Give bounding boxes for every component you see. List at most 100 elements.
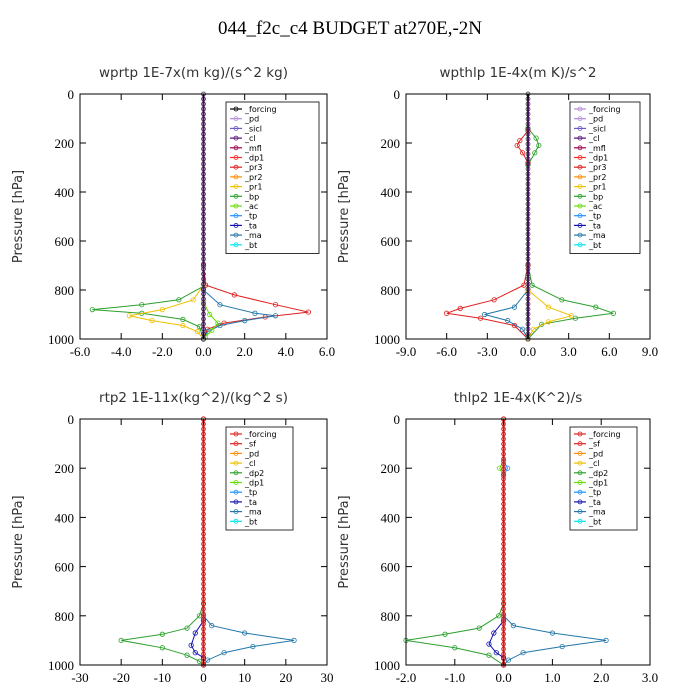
- data-point: [209, 623, 215, 629]
- zero-profile-marker: [501, 561, 506, 567]
- data-point: [510, 623, 516, 629]
- legend-marker: [577, 242, 583, 248]
- zero-profile-marker: [201, 141, 206, 147]
- zero-profile-marker: [525, 131, 531, 137]
- legend-marker: [233, 222, 239, 228]
- zero-profile-marker: [525, 191, 531, 197]
- zero-profile-marker: [501, 436, 506, 442]
- y-tick-label: 0: [394, 412, 401, 427]
- legend-label: _ma: [244, 508, 262, 517]
- series-line-bp: [527, 127, 540, 166]
- data-point: [159, 645, 165, 651]
- data-point: [221, 320, 227, 326]
- zero-profile-marker: [201, 471, 206, 477]
- data-point: [207, 311, 213, 318]
- panel-4: thlp2 1E-4x(K^2)/s Pressure [hPa] -2.0 -1.0…: [337, 390, 658, 685]
- x-tick-label: -6.0: [70, 344, 91, 359]
- zero-profile-marker: [525, 236, 531, 242]
- zero-profile-marker: [501, 446, 506, 452]
- zero-profile-marker: [201, 581, 206, 587]
- legend-marker: [577, 460, 583, 466]
- zero-profile-marker: [201, 221, 206, 227]
- zero-profile-marker: [501, 506, 506, 512]
- legend-marker: [577, 450, 583, 456]
- series-line-pr1: [129, 284, 204, 340]
- y-axis-label: Pressure [hPa]: [337, 495, 352, 588]
- zero-profile-marker: [201, 306, 206, 312]
- panel-3: rtp2 1E-11x(kg^2)/(kg^2 s) Pressure [hPa]…: [11, 390, 334, 685]
- zero-profile-marker: [525, 271, 531, 277]
- zero-profile-marker: [201, 466, 206, 472]
- legend-marker: [233, 460, 239, 466]
- y-axis-label: Pressure [hPa]: [11, 170, 26, 263]
- zero-profile-marker: [501, 451, 506, 457]
- zero-profile-marker: [525, 151, 531, 157]
- legend-marker: [233, 480, 239, 485]
- zero-profile-marker: [201, 491, 206, 497]
- legend-label: _tp: [588, 488, 601, 497]
- legend-label: _forcing: [588, 105, 621, 114]
- zero-profile-marker: [201, 601, 206, 607]
- legend-label: _pr1: [244, 183, 262, 192]
- data-point: [184, 625, 190, 631]
- zero-profile-marker: [201, 301, 206, 307]
- zero-profile-marker: [201, 116, 206, 122]
- data-point: [491, 630, 497, 636]
- zero-profile-marker: [501, 481, 506, 487]
- data-point: [486, 652, 492, 658]
- legend-label: _bt: [244, 241, 257, 250]
- data-point: [272, 313, 279, 319]
- data-point: [126, 313, 132, 319]
- zero-profile-marker: [201, 461, 206, 467]
- zero-profile-marker: [525, 321, 531, 327]
- data-point: [192, 630, 198, 636]
- zero-profile-marker: [501, 526, 506, 532]
- zero-profile-marker: [201, 646, 206, 652]
- series-line-ma: [203, 615, 295, 666]
- zero-profile-marker: [525, 286, 531, 292]
- series-line-dp1: [499, 460, 505, 476]
- legend-label: _cl: [588, 459, 600, 468]
- x-tick-label: 3.0: [561, 344, 577, 359]
- y-axis-label: Pressure [hPa]: [337, 170, 352, 263]
- legend-label: _mfl: [244, 144, 262, 153]
- legend-label: _pr3: [588, 163, 606, 172]
- legend-marker: [577, 213, 583, 219]
- legend-label: _dp2: [244, 469, 264, 478]
- data-point: [572, 315, 579, 321]
- legend-marker: [577, 145, 583, 151]
- legend-label: _dp1: [588, 154, 608, 163]
- legend-marker: [233, 135, 239, 141]
- y-tick-label: 400: [381, 185, 401, 200]
- zero-profile-marker: [525, 116, 531, 122]
- legend-label: _pd: [244, 449, 259, 458]
- y-tick-label: 200: [381, 461, 401, 476]
- data-point: [209, 327, 215, 334]
- zero-profile-marker: [201, 606, 206, 612]
- zero-profile-marker: [501, 531, 506, 537]
- zero-profile-marker: [525, 126, 531, 132]
- legend-marker: [577, 480, 583, 485]
- zero-profile-marker: [201, 591, 206, 597]
- legend-label: _forcing: [244, 105, 277, 114]
- zero-profile-marker: [201, 136, 206, 142]
- legend-label: _sf: [244, 440, 256, 449]
- y-tick-label: 0: [68, 87, 75, 102]
- zero-profile-marker: [201, 191, 206, 197]
- series-line-dp2: [121, 603, 204, 666]
- legend-label: _bt: [244, 517, 257, 526]
- legend-marker: [233, 213, 239, 219]
- zero-profile-marker: [501, 431, 506, 437]
- legend-marker: [233, 174, 239, 180]
- y-tick-label: 1000: [48, 332, 74, 347]
- series-line-pr3: [203, 265, 309, 340]
- zero-profile-marker: [525, 146, 531, 152]
- legend-label: _forcing: [244, 430, 277, 439]
- y-tick-label: 600: [381, 560, 401, 575]
- y-tick-label: 600: [55, 234, 75, 249]
- legend-label: _pr2: [244, 173, 262, 182]
- zero-profile-marker: [201, 536, 206, 542]
- zero-profile-marker: [201, 431, 206, 437]
- zero-profile-marker: [201, 131, 206, 137]
- data-point: [476, 625, 482, 631]
